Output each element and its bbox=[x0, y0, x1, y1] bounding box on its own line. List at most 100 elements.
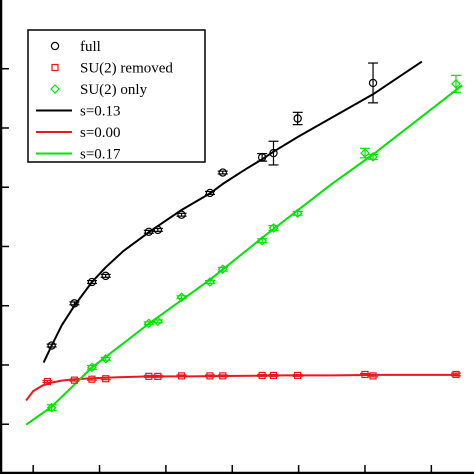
marker-circle bbox=[144, 227, 154, 236]
legend-label: SU(2) only bbox=[80, 82, 148, 98]
data-points bbox=[42, 62, 461, 413]
marker-diamond bbox=[451, 79, 461, 89]
marker-diamond bbox=[360, 148, 370, 158]
legend-item-s-0-00: s=0.00 bbox=[36, 125, 121, 141]
marker-circle bbox=[257, 153, 267, 162]
marker-circle bbox=[269, 148, 278, 158]
marker-diamond bbox=[368, 152, 378, 162]
data-point-su-2-removed bbox=[368, 372, 379, 380]
marker-diamond bbox=[46, 402, 57, 413]
legend-item-s-0-17: s=0.17 bbox=[36, 147, 121, 163]
fit-line-s-0-13 bbox=[42, 60, 423, 364]
data-point-su-2-removed bbox=[152, 372, 163, 380]
marker-square bbox=[154, 372, 162, 380]
data-point-su-2-removed bbox=[86, 375, 97, 383]
legend-item-su-2-only: SU(2) only bbox=[50, 82, 148, 98]
marker-diamond bbox=[257, 235, 267, 246]
data-point-full bbox=[46, 341, 57, 350]
legend-item-su-2-removed: SU(2) removed bbox=[51, 61, 173, 77]
legend-marker-circle bbox=[50, 41, 60, 51]
data-point-su-2-only bbox=[46, 402, 57, 413]
legend-item-full: full bbox=[50, 39, 101, 55]
marker-square bbox=[70, 376, 79, 384]
marker-circle bbox=[47, 341, 56, 350]
data-point-su-2-only bbox=[204, 277, 215, 287]
legend-label: s=0.17 bbox=[80, 147, 121, 163]
data-point-su-2-removed bbox=[69, 376, 80, 384]
legend-marker-square bbox=[51, 63, 59, 72]
data-point-su-2-removed bbox=[292, 371, 303, 380]
data-point-full bbox=[268, 140, 279, 166]
data-point-su-2-removed bbox=[204, 372, 215, 380]
data-point-su-2-only bbox=[292, 208, 303, 219]
data-point-su-2-removed bbox=[268, 371, 279, 380]
marker-square bbox=[294, 371, 302, 380]
marker-square bbox=[369, 372, 377, 380]
fit-line-s-0-17 bbox=[25, 84, 463, 426]
marker-square bbox=[177, 372, 186, 380]
marker-circle bbox=[153, 225, 163, 235]
data-point-su-2-removed bbox=[176, 372, 187, 380]
marker-square bbox=[43, 377, 52, 386]
legend-item-s-0-13: s=0.13 bbox=[36, 104, 121, 120]
marker-circle bbox=[205, 188, 215, 198]
data-point-su-2-removed bbox=[100, 375, 111, 383]
marker-square bbox=[206, 372, 214, 380]
data-point-full bbox=[204, 188, 215, 198]
data-point-su-2-only bbox=[359, 147, 370, 159]
data-point-su-2-only bbox=[217, 264, 228, 275]
marker-diamond bbox=[87, 362, 97, 373]
data-point-full bbox=[257, 152, 268, 162]
data-point-su-2-only bbox=[176, 292, 187, 303]
data-point-su-2-removed bbox=[217, 372, 228, 380]
fit-curves bbox=[25, 60, 463, 426]
data-point-su-2-only bbox=[86, 362, 97, 373]
marker-diamond bbox=[205, 277, 215, 287]
marker-diamond bbox=[292, 208, 303, 219]
marker-circle bbox=[177, 210, 186, 219]
marker-diamond bbox=[217, 264, 228, 275]
data-point-su-2-only bbox=[450, 74, 461, 94]
data-point-su-2-only bbox=[100, 353, 111, 364]
data-point-su-2-removed bbox=[257, 371, 268, 380]
data-point-su-2-only bbox=[268, 223, 279, 233]
data-point-full bbox=[86, 277, 97, 287]
marker-square bbox=[361, 370, 369, 379]
marker-circle bbox=[70, 299, 79, 308]
legend: full SU(2) removed SU(2) only s=0.13 s=0.00 s… bbox=[27, 29, 206, 163]
marker-square bbox=[269, 371, 278, 380]
data-point-full bbox=[292, 111, 303, 126]
marker-diamond bbox=[268, 223, 279, 233]
marker-square bbox=[145, 372, 153, 380]
data-point-full bbox=[143, 227, 154, 236]
data-point-su-2-only bbox=[152, 316, 163, 327]
fit-line-s-0-00 bbox=[25, 373, 460, 402]
data-point-full bbox=[152, 225, 163, 235]
data-point-full bbox=[368, 62, 379, 104]
marker-circle bbox=[87, 277, 97, 287]
data-point-su-2-removed bbox=[450, 370, 461, 379]
legend-label: SU(2) removed bbox=[80, 61, 173, 77]
marker-circle bbox=[218, 168, 227, 177]
data-point-full bbox=[217, 168, 228, 177]
legend-label: s=0.00 bbox=[80, 125, 121, 141]
marker-circle bbox=[293, 114, 302, 123]
marker-square bbox=[258, 371, 266, 380]
marker-diamond bbox=[100, 353, 111, 364]
legend-label: s=0.13 bbox=[80, 104, 121, 120]
marker-square bbox=[219, 372, 227, 380]
data-point-su-2-removed bbox=[42, 377, 53, 386]
data-point-su-2-only bbox=[257, 235, 268, 246]
legend-label: full bbox=[80, 39, 101, 55]
data-point-su-2-only bbox=[143, 318, 154, 329]
data-point-su-2-removed bbox=[143, 372, 154, 380]
marker-diamond bbox=[152, 316, 163, 327]
data-point-full bbox=[176, 210, 187, 219]
data-point-full bbox=[100, 271, 111, 281]
data-point-su-2-only bbox=[368, 152, 379, 162]
marker-square bbox=[88, 375, 96, 383]
marker-circle bbox=[101, 271, 110, 281]
marker-diamond bbox=[143, 318, 154, 329]
marker-circle bbox=[368, 78, 378, 88]
